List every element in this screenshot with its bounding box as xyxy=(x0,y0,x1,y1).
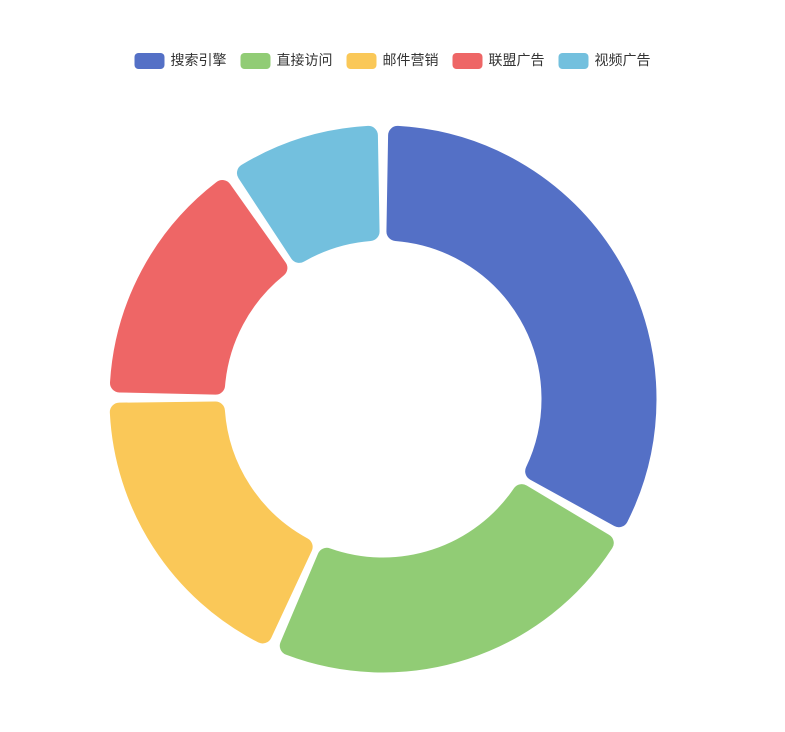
legend-swatch xyxy=(346,53,377,69)
legend-label: 邮件营销 xyxy=(383,53,439,69)
legend-item[interactable]: 视频广告 xyxy=(558,53,651,69)
legend-swatch xyxy=(558,53,589,69)
legend-item[interactable]: 搜索引擎 xyxy=(134,52,227,69)
legend-label: 搜索引擎 xyxy=(171,52,227,69)
legend-label: 直接访问 xyxy=(277,52,333,69)
legend-swatch xyxy=(452,53,483,69)
legend-item[interactable]: 邮件营销 xyxy=(346,53,439,69)
chart-legend: 搜索引擎 直接访问 邮件营销 联盟广告 视频广告 xyxy=(134,52,651,69)
donut-slice[interactable] xyxy=(278,483,615,674)
donut-slice[interactable] xyxy=(109,179,289,396)
legend-swatch xyxy=(240,53,271,69)
donut-slice[interactable] xyxy=(108,400,314,645)
donut-slices xyxy=(108,124,658,674)
legend-label: 联盟广告 xyxy=(489,53,545,69)
donut-slice[interactable] xyxy=(236,124,381,264)
legend-item[interactable]: 联盟广告 xyxy=(452,53,545,69)
legend-label: 视频广告 xyxy=(595,53,651,69)
donut-slice[interactable] xyxy=(385,124,658,529)
legend-swatch xyxy=(134,53,165,69)
legend-item[interactable]: 直接访问 xyxy=(240,52,333,69)
